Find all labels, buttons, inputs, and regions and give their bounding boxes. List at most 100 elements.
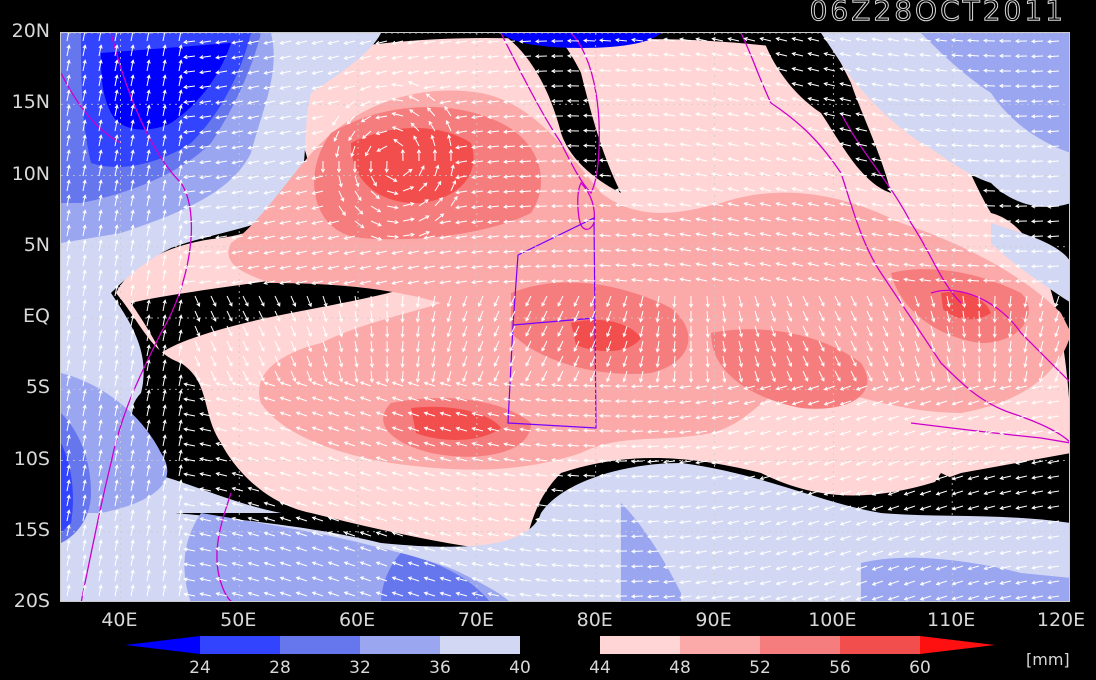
- wind-arrow: [66, 584, 71, 597]
- wind-arrow: [1038, 310, 1044, 323]
- wind-arrow: [400, 355, 405, 369]
- wind-arrow: [630, 519, 644, 524]
- wind-arrow: [566, 593, 580, 598]
- wind-arrow: [431, 325, 436, 338]
- wind-arrow: [535, 412, 548, 417]
- wind-arrow: [615, 83, 628, 88]
- wind-arrow: [630, 459, 644, 464]
- wind-arrow: [647, 262, 660, 267]
- wind-arrow: [327, 70, 340, 76]
- wind-arrow: [439, 411, 452, 417]
- wind-arrow: [871, 490, 884, 496]
- wind-arrow: [695, 247, 708, 252]
- wind-arrow: [408, 95, 420, 102]
- wind-arrow: [855, 172, 868, 177]
- wind-arrow: [423, 516, 436, 522]
- wind-arrow: [295, 576, 308, 582]
- wind-arrow: [343, 531, 356, 537]
- wind-arrow: [295, 70, 308, 75]
- wind-arrow: [630, 414, 644, 419]
- wind-arrow: [1031, 505, 1044, 510]
- wind-arrow: [791, 246, 804, 252]
- wind-arrow: [775, 201, 788, 207]
- wind-arrow: [455, 265, 468, 270]
- wind-arrow: [215, 486, 228, 492]
- wind-arrow: [630, 564, 644, 569]
- wind-arrow: [247, 235, 260, 240]
- wind-arrow: [258, 310, 265, 322]
- wind-arrow: [759, 550, 772, 556]
- wind-arrow: [82, 104, 87, 117]
- wind-arrow: [327, 265, 340, 271]
- wind-arrow: [215, 471, 228, 477]
- wind-arrow: [519, 592, 532, 597]
- wind-arrow: [503, 397, 516, 402]
- wind-arrow: [992, 325, 997, 339]
- wind-arrow: [967, 400, 980, 406]
- wind-arrow: [66, 509, 71, 522]
- wind-arrow: [535, 577, 548, 582]
- wind-arrow: [114, 419, 119, 432]
- wind-arrow: [614, 429, 628, 434]
- wind-arrow: [354, 175, 360, 188]
- wind-arrow: [646, 489, 660, 494]
- wind-arrow: [1023, 295, 1028, 308]
- colorbar-segment: [360, 636, 440, 654]
- wind-arrow: [887, 187, 900, 192]
- wind-arrow: [98, 149, 103, 162]
- wind-arrow: [663, 474, 676, 480]
- wind-arrow: [1030, 39, 1044, 44]
- wind-arrow: [1031, 550, 1044, 555]
- wind-arrow: [679, 37, 692, 42]
- map-gridlines: [61, 33, 1069, 601]
- wind-arrow: [162, 479, 167, 492]
- wind-arrow: [477, 340, 484, 353]
- wind-arrow: [114, 239, 119, 252]
- wind-arrow: [951, 38, 964, 43]
- wind-arrow: [114, 479, 119, 492]
- wind-arrow: [961, 355, 967, 368]
- wind-arrow: [935, 475, 948, 481]
- wind-arrow: [391, 82, 404, 87]
- wind-arrow: [447, 134, 452, 147]
- wind-arrow: [855, 127, 868, 132]
- wind-arrow: [966, 263, 980, 268]
- wind-arrow: [370, 190, 380, 200]
- wind-arrow: [871, 67, 884, 72]
- wind-arrow: [263, 55, 276, 60]
- wind-arrow: [199, 502, 212, 507]
- wind-arrow: [711, 52, 724, 57]
- lon-tick-label: 40E: [101, 609, 138, 631]
- wind-arrow: [919, 505, 932, 511]
- wind-arrow: [582, 188, 596, 193]
- wind-arrow: [178, 374, 183, 387]
- wind-arrow: [534, 39, 548, 44]
- contour-band-56-60: [941, 291, 991, 320]
- wind-arrow: [775, 505, 788, 511]
- wind-arrow: [903, 445, 916, 451]
- wind-arrow: [183, 592, 196, 597]
- wind-arrow: [1015, 595, 1028, 600]
- wind-arrow: [66, 314, 71, 327]
- wind-arrow: [855, 232, 868, 237]
- wind-arrow: [791, 141, 804, 147]
- colorbar-segment: [760, 636, 840, 654]
- wind-arrow: [1046, 249, 1060, 254]
- wind-arrow: [589, 370, 596, 383]
- wind-arrow: [199, 145, 212, 150]
- wind-arrow: [519, 427, 532, 432]
- wind-arrow: [477, 355, 484, 368]
- wind-arrow: [407, 55, 420, 60]
- wind-arrow: [359, 411, 372, 417]
- wind-arrow: [582, 278, 596, 283]
- wind-arrow: [370, 205, 382, 213]
- wind-arrow: [711, 247, 724, 252]
- wind-arrow: [743, 550, 756, 556]
- wind-arrow: [631, 67, 644, 73]
- wind-arrow: [967, 430, 980, 436]
- wind-arrow: [66, 359, 71, 372]
- wind-arrow: [566, 473, 580, 478]
- wind-arrow: [439, 456, 452, 462]
- wind-arrow: [930, 340, 936, 353]
- wind-arrow: [247, 531, 260, 537]
